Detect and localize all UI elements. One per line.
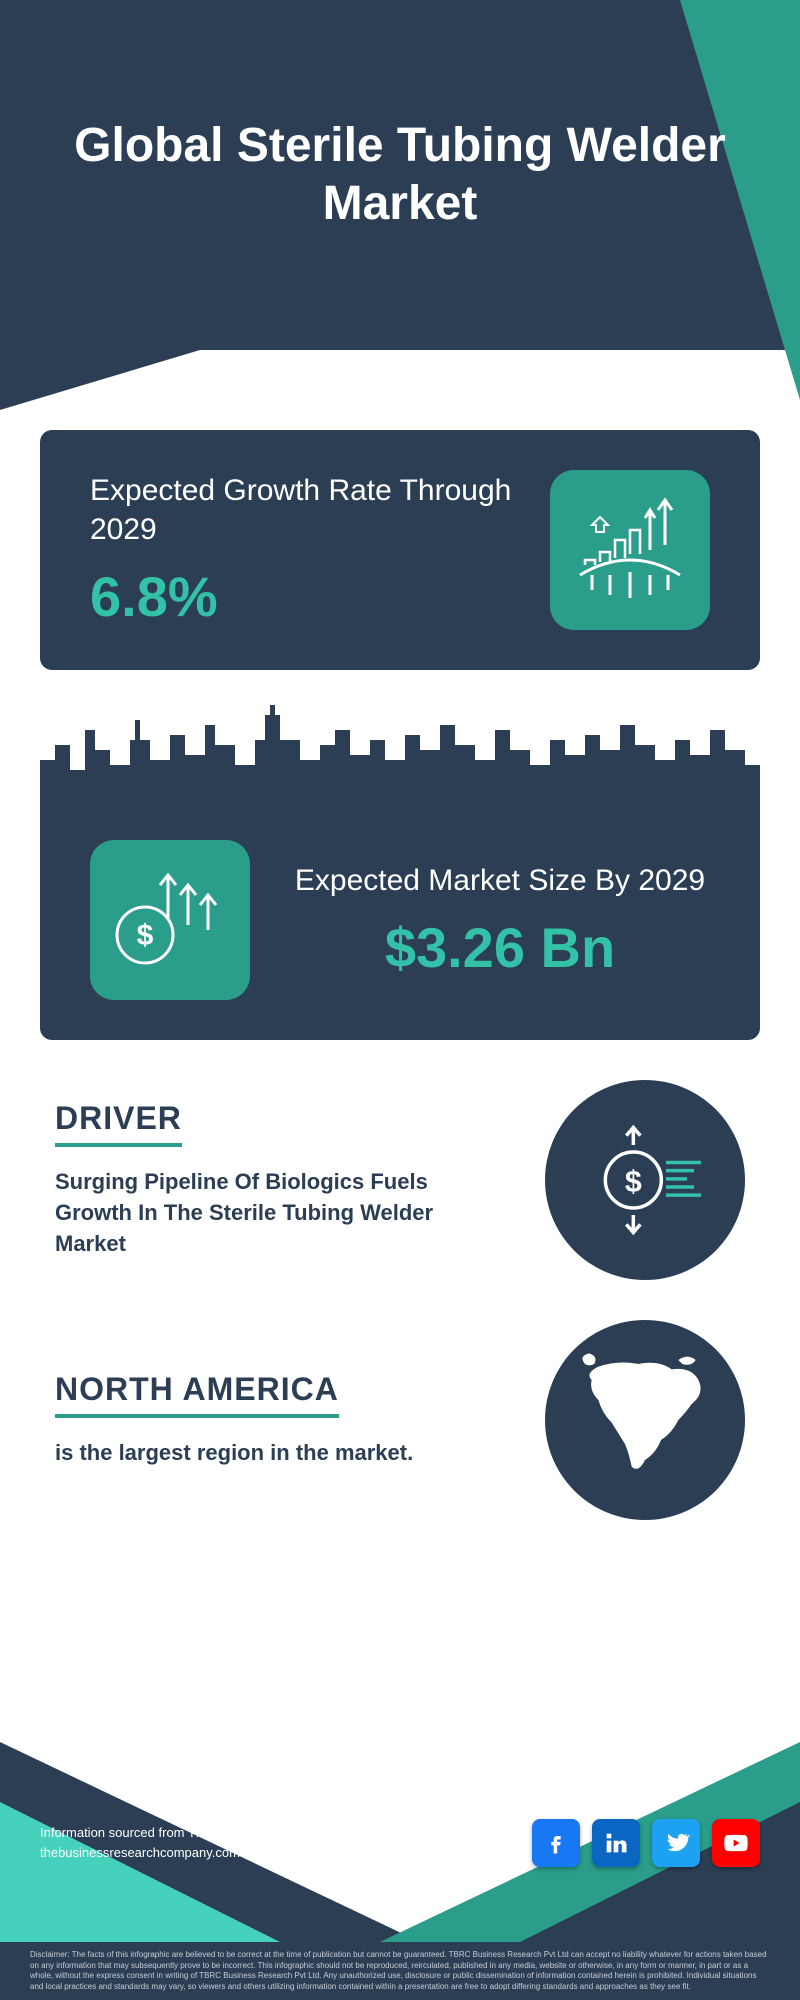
dollar-arrows-icon: $ bbox=[90, 840, 250, 1000]
driver-description: Surging Pipeline Of Biologics Fuels Grow… bbox=[55, 1167, 505, 1259]
market-size-card: $ Expected Market Size By 2029 $3.26 Bn bbox=[40, 800, 760, 1040]
svg-text:$: $ bbox=[625, 1166, 642, 1199]
social-links bbox=[532, 1819, 760, 1867]
svg-text:$: $ bbox=[137, 919, 154, 952]
north-america-map-icon bbox=[545, 1320, 745, 1520]
source-line1: Information sourced from The Business Re… bbox=[40, 1823, 385, 1843]
disclaimer-band: Disclaimer: The facts of this infographi… bbox=[0, 1942, 800, 2000]
footer: Information sourced from The Business Re… bbox=[0, 1742, 800, 2000]
disclaimer-text: Disclaimer: The facts of this infographi… bbox=[30, 1950, 770, 1992]
growth-value: 6.8% bbox=[90, 564, 550, 629]
footer-source: Information sourced from The Business Re… bbox=[40, 1823, 385, 1862]
source-line2: thebusinessresearchcompany.com bbox=[40, 1843, 385, 1863]
twitter-icon[interactable] bbox=[652, 1819, 700, 1867]
driver-text-block: DRIVER Surging Pipeline Of Biologics Fue… bbox=[55, 1100, 505, 1259]
youtube-icon[interactable] bbox=[712, 1819, 760, 1867]
dollar-exchange-icon: $ bbox=[545, 1080, 745, 1280]
growth-rate-text: Expected Growth Rate Through 2029 6.8% bbox=[90, 471, 550, 629]
facebook-icon[interactable] bbox=[532, 1819, 580, 1867]
header-triangle-bl bbox=[0, 350, 200, 410]
page-title: Global Sterile Tubing Welder Market bbox=[0, 117, 800, 232]
market-size-text: Expected Market Size By 2029 $3.26 Bn bbox=[290, 861, 710, 980]
linkedin-icon[interactable] bbox=[592, 1819, 640, 1867]
region-description: is the largest region in the market. bbox=[55, 1438, 505, 1469]
header-banner: Global Sterile Tubing Welder Market bbox=[0, 0, 800, 350]
city-skyline-decoration bbox=[40, 700, 760, 800]
growth-label: Expected Growth Rate Through 2029 bbox=[90, 471, 550, 549]
growth-chart-globe-icon bbox=[550, 470, 710, 630]
market-size-value: $3.26 Bn bbox=[290, 915, 710, 980]
driver-section: DRIVER Surging Pipeline Of Biologics Fue… bbox=[55, 1080, 745, 1280]
region-heading: NORTH AMERICA bbox=[55, 1371, 339, 1418]
region-section: NORTH AMERICA is the largest region in t… bbox=[55, 1320, 745, 1520]
driver-heading: DRIVER bbox=[55, 1100, 182, 1147]
region-text-block: NORTH AMERICA is the largest region in t… bbox=[55, 1371, 505, 1469]
growth-rate-card: Expected Growth Rate Through 2029 6.8% bbox=[40, 430, 760, 670]
market-size-label: Expected Market Size By 2029 bbox=[290, 861, 710, 900]
